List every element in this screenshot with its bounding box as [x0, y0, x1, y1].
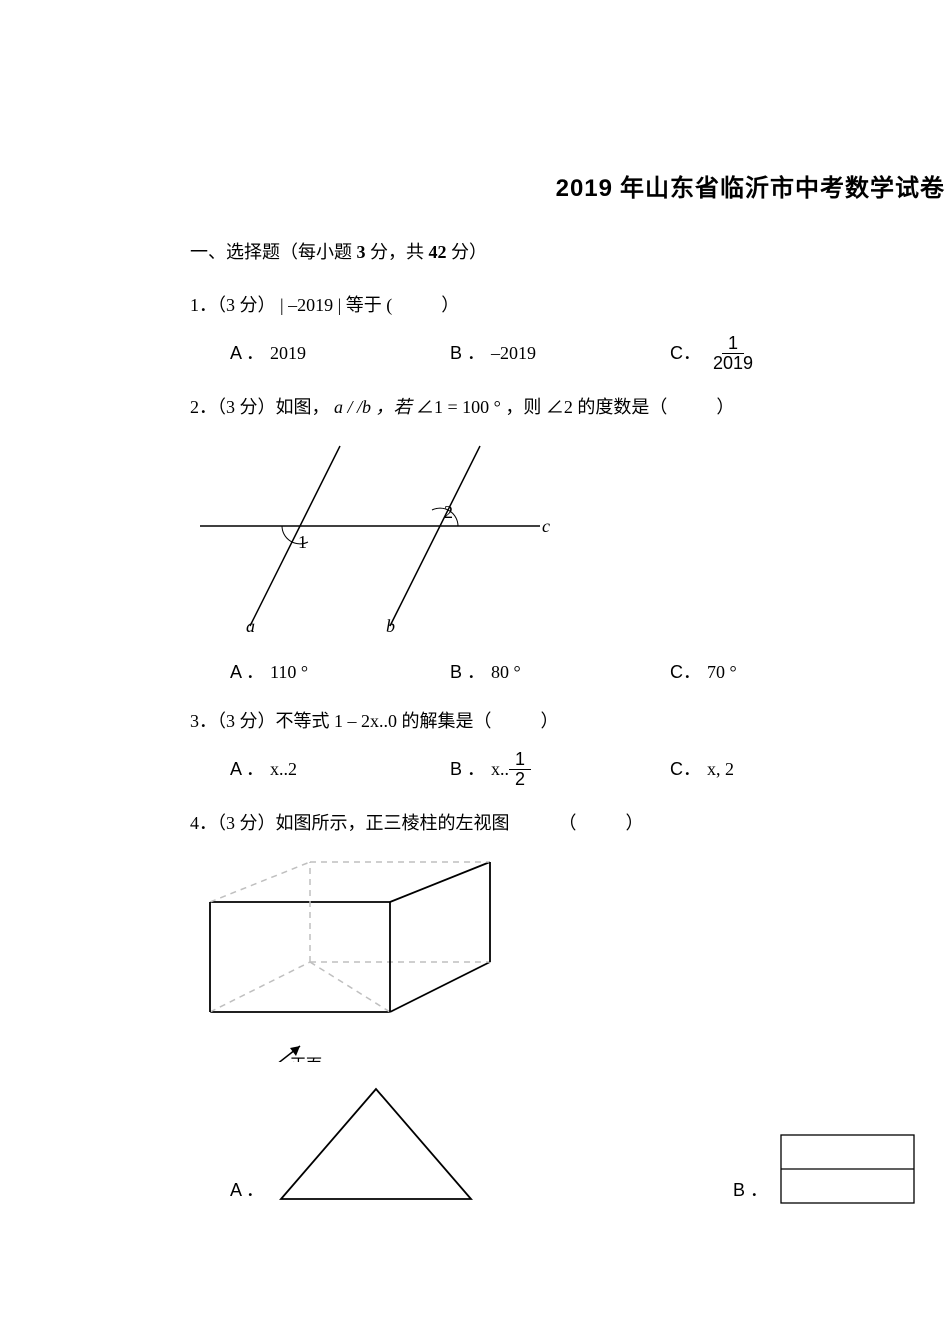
q2-text: 2．（3 分）如图， a / /b ，若 ∠1 = 100 ° ，则 ∠2 的度… — [190, 393, 925, 422]
q2-angle1: ∠1 = 100 ° — [416, 397, 501, 417]
q2-c-label: C． — [670, 658, 701, 687]
q2-choices: A ． 110 ° B ． 80 ° C． 70 ° — [230, 658, 925, 687]
q4-prism-diagram: 正面 — [190, 852, 925, 1071]
q2-choice-c: C． 70 ° — [670, 658, 890, 687]
q2-blank — [672, 397, 712, 417]
q3-body-a: 1 – 2x..0 — [334, 711, 397, 731]
q3-choices: A ． x..2 B ． x.. 1 2 C． x, 2 — [230, 750, 925, 789]
q2-body-c: 的度数是（ — [577, 397, 667, 417]
q4-body-a: （ — [559, 813, 577, 833]
q3-b-prefix: x.. — [491, 755, 509, 784]
q2-c-val: 70 ° — [707, 658, 737, 687]
q3-choice-a: A ． x..2 — [230, 755, 450, 784]
q3-choice-b: B ． x.. 1 2 — [450, 750, 670, 789]
q1-body-b: ） — [441, 295, 459, 315]
q1-b-val: –2019 — [491, 339, 536, 368]
question-1: 1．（3 分） | –2019 | 等于 ( ） A ． 2019 B ． –2… — [190, 291, 925, 373]
q2-angle2: ∠2 — [546, 397, 573, 417]
q4-gap — [514, 813, 554, 833]
q1-a-val: 2019 — [270, 339, 306, 368]
q2-num: 2．（3 分）如图， — [190, 397, 330, 417]
q3-c-label: C． — [670, 755, 701, 784]
q2-a-val: 110 ° — [270, 658, 308, 687]
content-area: 一、选择题（每小题 3 分，共 42 分） 1．（3 分） | –2019 | … — [0, 238, 945, 1204]
q4-choices-row: A ． B ． — [190, 1084, 925, 1204]
q1-choice-b: B ． –2019 — [450, 339, 670, 368]
section-points-per: 3 — [357, 242, 366, 262]
q4-a-label: A ． — [230, 1176, 264, 1205]
q4-blank — [581, 813, 621, 833]
q4-num: 4．（3 分）如图所示，正三棱柱的左视图 — [190, 813, 510, 833]
q3-blank — [496, 711, 536, 731]
q1-c-label: C． — [670, 339, 701, 368]
rect-option-diagram — [780, 1134, 915, 1204]
q1-choices: A ． 2019 B ． –2019 C． 1 2019 — [230, 334, 925, 373]
question-2: 2．（3 分）如图， a / /b ，若 ∠1 = 100 ° ，则 ∠2 的度… — [190, 393, 925, 687]
q3-b-frac: 1 2 — [509, 750, 531, 789]
svg-text:a: a — [246, 616, 255, 636]
section-header: 一、选择题（每小题 3 分，共 42 分） — [190, 238, 925, 267]
q1-text: 1．（3 分） | –2019 | 等于 ( ） — [190, 291, 925, 320]
q3-text: 3．（3 分）不等式 1 – 2x..0 的解集是（ ） — [190, 707, 925, 736]
svg-text:2: 2 — [444, 502, 453, 522]
q2-choice-a: A ． 110 ° — [230, 658, 450, 687]
q3-c-val: x, 2 — [707, 755, 734, 784]
q1-a-label: A ． — [230, 339, 264, 368]
q1-c-frac-num: 1 — [722, 334, 744, 354]
q3-b-frac-num: 1 — [509, 750, 531, 770]
q1-num: 1．（3 分） — [190, 295, 276, 315]
section-suffix: 分） — [451, 242, 487, 262]
q3-a-val: x..2 — [270, 755, 297, 784]
q3-num: 3．（3 分）不等式 — [190, 711, 330, 731]
q1-body-a: | –2019 | 等于 ( — [280, 295, 392, 315]
q3-b-label: B ． — [450, 755, 485, 784]
q4-body-b: ） — [626, 813, 644, 833]
q3-choice-c: C． x, 2 — [670, 755, 890, 784]
q3-b-frac-den: 2 — [509, 770, 531, 789]
q4-text: 4．（3 分）如图所示，正三棱柱的左视图 （ ） — [190, 809, 925, 838]
q1-c-frac-den: 2019 — [707, 354, 759, 373]
parallel-lines-diagram: 1 2 c a b — [190, 436, 550, 636]
svg-text:b: b — [386, 616, 395, 636]
question-4: 4．（3 分）如图所示，正三棱柱的左视图 （ ） 正面 A ． B ． — [190, 809, 925, 1205]
svg-text:正面: 正面 — [290, 1057, 322, 1062]
q2-body-d: ） — [716, 397, 734, 417]
q3-a-label: A ． — [230, 755, 264, 784]
title-year: 2019 — [556, 175, 613, 202]
section-mid: 分，共 — [370, 242, 424, 262]
section-total: 42 — [429, 242, 447, 262]
q1-choice-c: C． 1 2019 — [670, 334, 890, 373]
q4-choice-b: B ． — [733, 1134, 915, 1204]
q1-blank — [397, 295, 437, 315]
q2-b-label: B ． — [450, 658, 485, 687]
svg-text:1: 1 — [298, 532, 307, 552]
q1-choice-a: A ． 2019 — [230, 339, 450, 368]
q2-body-b: ，则 — [505, 397, 541, 417]
q3-body-c: ） — [541, 711, 559, 731]
triangular-prism-diagram: 正面 — [190, 852, 510, 1062]
q1-b-label: B ． — [450, 339, 485, 368]
page-title: 2019 年山东省临沂市中考数学试卷 — [0, 170, 945, 208]
question-3: 3．（3 分）不等式 1 – 2x..0 的解集是（ ） A ． x..2 B … — [190, 707, 925, 789]
q2-choice-b: B ． 80 ° — [450, 658, 670, 687]
q2-diagram: 1 2 c a b — [190, 436, 925, 645]
q1-c-frac: 1 2019 — [707, 334, 759, 373]
svg-text:c: c — [542, 516, 550, 536]
title-text: 年山东省临沂市中考数学试卷 — [620, 176, 945, 202]
q2-a-label: A ． — [230, 658, 264, 687]
q2-body-a: a / /b ，若 — [334, 397, 412, 417]
section-prefix: 一、选择题（每小题 — [190, 242, 352, 262]
q4-choice-a: A ． — [230, 1084, 476, 1204]
q2-b-val: 80 ° — [491, 658, 521, 687]
triangle-option-diagram — [276, 1084, 476, 1204]
q3-body-b: 的解集是（ — [402, 711, 492, 731]
q4-b-label: B ． — [733, 1176, 768, 1205]
